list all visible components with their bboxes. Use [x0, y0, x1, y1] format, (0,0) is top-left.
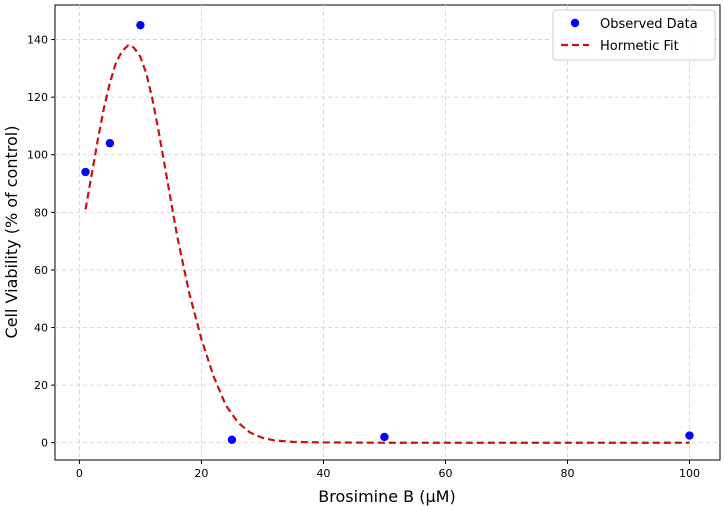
legend-marker: [570, 18, 580, 28]
x-tick-label: 0: [76, 467, 83, 480]
data-point: [380, 432, 389, 442]
fit-line: [84, 44, 690, 444]
data-point: [685, 431, 694, 440]
legend-box: [552, 9, 716, 61]
series-layer: [81, 20, 694, 445]
legend-label: Hormetic Fit: [600, 39, 679, 54]
y-axis-label: Cell Viability (% of control): [2, 126, 21, 339]
data-point: [136, 20, 145, 30]
x-axis-ticks: 0 20 40 60 80 100: [76, 460, 700, 480]
grid: [55, 5, 720, 460]
legend: Observed Data Hormetic Fit: [552, 9, 716, 61]
legend-label: Observed Data: [600, 17, 698, 32]
x-axis-label: Brosimine B (μM): [318, 487, 455, 506]
y-tick-label: 140: [27, 34, 48, 47]
x-tick-label: 100: [679, 467, 700, 480]
y-tick-label: 60: [34, 264, 48, 277]
data-point: [227, 435, 237, 445]
data-point: [105, 139, 115, 148]
y-tick-label: 40: [34, 322, 48, 335]
y-tick-label: 80: [34, 206, 48, 219]
plot-frame: [54, 4, 721, 461]
x-tick-label: 40: [316, 467, 330, 480]
x-tick-label: 60: [438, 467, 452, 480]
data-point: [81, 167, 90, 177]
x-tick-label: 20: [194, 467, 208, 480]
x-tick-label: 80: [560, 467, 574, 480]
y-tick-label: 120: [27, 91, 48, 104]
y-axis-ticks: 0 20 40 60 80 100 120 140: [27, 34, 55, 450]
y-tick-label: 20: [34, 379, 48, 392]
y-tick-label: 100: [27, 149, 48, 162]
y-tick-label: 0: [41, 437, 48, 450]
